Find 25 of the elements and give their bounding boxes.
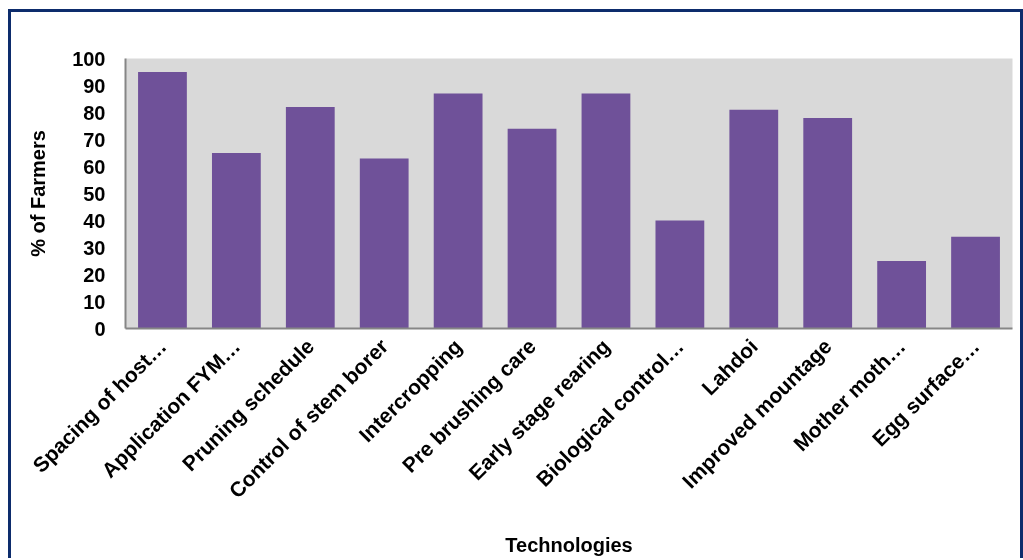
y-tick-label: 10	[83, 290, 106, 313]
bar	[655, 220, 705, 329]
bar	[729, 109, 779, 329]
bar	[507, 128, 557, 329]
bar	[803, 117, 853, 329]
bar	[359, 158, 409, 329]
y-tick-label: 90	[83, 74, 106, 97]
y-tick-label: 50	[83, 182, 106, 205]
y-tick-label: 0	[94, 317, 106, 340]
y-tick-label: 80	[83, 101, 106, 124]
bar	[285, 107, 335, 329]
bar	[877, 261, 927, 329]
bar	[581, 93, 631, 329]
bar	[211, 153, 261, 329]
x-axis-title: Technologies	[505, 533, 633, 556]
y-tick-label: 30	[83, 236, 106, 259]
y-tick-label: 20	[83, 263, 106, 286]
bar	[951, 236, 1000, 329]
y-tick-label: 100	[72, 47, 106, 70]
y-axis-title: % of Farmers	[27, 130, 50, 257]
y-tick-label: 40	[83, 209, 106, 232]
bar	[138, 72, 187, 329]
y-tick-label: 60	[83, 155, 106, 178]
y-tick-label: 70	[83, 128, 106, 151]
bar	[433, 93, 483, 329]
